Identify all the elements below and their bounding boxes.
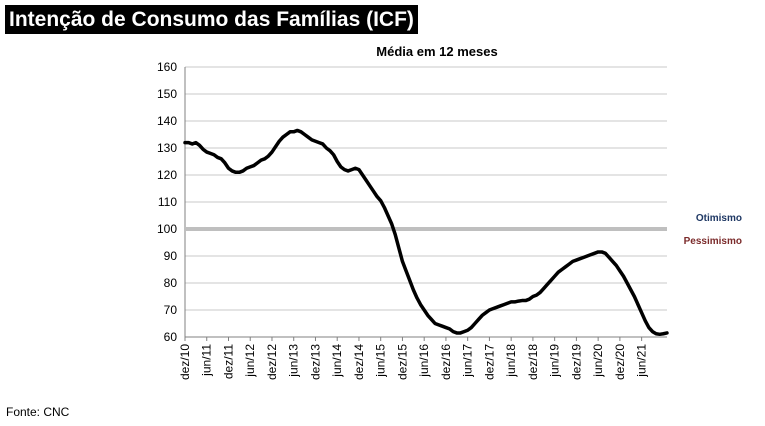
y-tick-label: 110 <box>158 195 177 209</box>
series-line-icf <box>183 128 669 337</box>
x-tick-label: dez/18 <box>526 344 540 380</box>
series-group <box>183 128 669 337</box>
x-tick-label: jun/21 <box>635 344 649 378</box>
y-tick-label: 60 <box>164 330 178 344</box>
axes <box>184 67 667 338</box>
source-note: Fonte: CNC <box>6 405 70 419</box>
x-tick-label: jun/15 <box>374 344 388 378</box>
otimismo-label: Otimismo <box>696 213 742 224</box>
page-title: Intenção de Consumo das Famílias (ICF) <box>5 5 418 34</box>
x-tick-label: jun/11 <box>200 344 214 377</box>
y-tick-label: 120 <box>157 168 177 182</box>
x-axis-ticks: dez/10 jun/11 dez/11 jun/12 dez/12 jun/13 dez/… <box>178 337 649 380</box>
x-tick-label: dez/19 <box>569 344 583 380</box>
reference-line-group: Otimismo Pessimismo <box>185 213 742 247</box>
y-tick-label: 100 <box>157 222 177 236</box>
x-tick-label: dez/13 <box>308 344 322 380</box>
x-tick-label: jun/13 <box>287 344 301 378</box>
y-tick-label: 160 <box>157 60 177 74</box>
x-tick-label: jun/16 <box>417 344 431 378</box>
y-tick-label: 130 <box>157 141 177 155</box>
x-tick-label: dez/16 <box>439 344 453 380</box>
x-tick-label: jun/18 <box>504 344 518 378</box>
y-tick-label: 80 <box>164 276 178 290</box>
x-tick-label: jun/12 <box>243 344 257 378</box>
y-axis-ticks: 60 70 80 90 100 110 120 130 140 150 160 <box>157 60 177 344</box>
y-tick-label: 140 <box>157 114 177 128</box>
x-tick-label: dez/14 <box>352 344 366 380</box>
x-tick-label: jun/20 <box>591 344 605 378</box>
x-tick-label: dez/17 <box>482 344 496 380</box>
y-tick-label: 70 <box>164 303 178 317</box>
x-tick-label: dez/20 <box>613 344 627 380</box>
x-tick-label: dez/11 <box>221 344 235 379</box>
x-tick-label: dez/15 <box>395 344 409 380</box>
x-tick-label: dez/10 <box>178 344 192 380</box>
y-tick-label: 90 <box>164 249 178 263</box>
x-tick-label: jun/19 <box>548 344 562 378</box>
x-tick-label: dez/12 <box>265 344 279 380</box>
y-tick-label: 150 <box>157 87 177 101</box>
x-tick-label: jun/14 <box>330 344 344 378</box>
x-tick-label: jun/17 <box>461 344 475 378</box>
gridlines <box>185 66 667 311</box>
chart-title: Média em 12 meses <box>376 44 497 59</box>
pessimismo-label: Pessimismo <box>684 236 742 247</box>
